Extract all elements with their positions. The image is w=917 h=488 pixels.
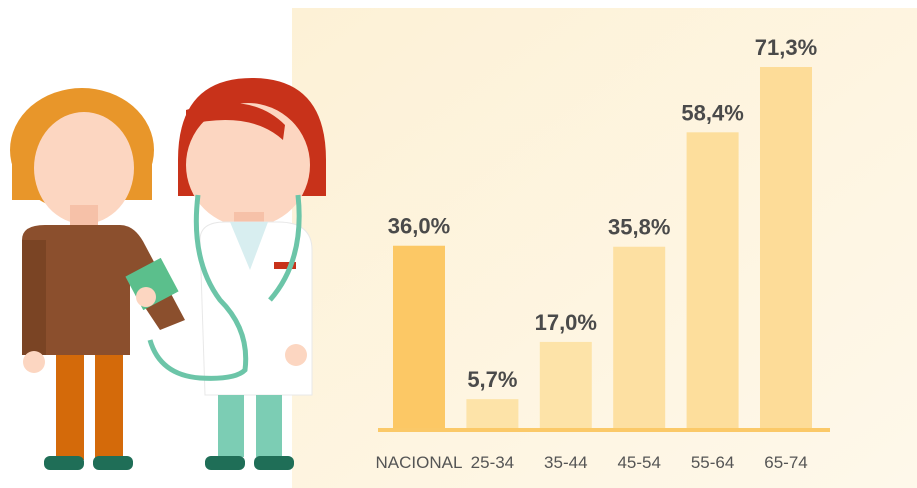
bar [760,67,812,428]
value-label: 17,0% [535,310,597,335]
value-label: 71,3% [755,35,817,60]
chart: 36,0% NACIONAL 5,7% 25-34 17,0% 35-44 35,8% 45-… [0,0,917,488]
x-tick-label: NACIONAL [376,453,463,472]
bar [540,342,592,428]
value-label: 36,0% [388,214,450,239]
patient-illustration [10,88,185,470]
bar [393,246,445,428]
page: {"chart_data": {"type": "bar", "categori… [0,0,917,488]
value-label: 35,8% [608,215,670,240]
x-tick-label: 55-64 [691,453,734,472]
x-tick-label: 65-74 [764,453,807,472]
x-tick-label: 45-54 [617,453,660,472]
bar [466,399,518,428]
bar [613,247,665,428]
value-label: 58,4% [681,100,743,125]
bar [687,132,739,428]
value-label: 5,7% [467,367,517,392]
chart-panel [292,8,917,488]
x-tick-label: 35-44 [544,453,587,472]
x-tick-label: 25-34 [471,453,514,472]
